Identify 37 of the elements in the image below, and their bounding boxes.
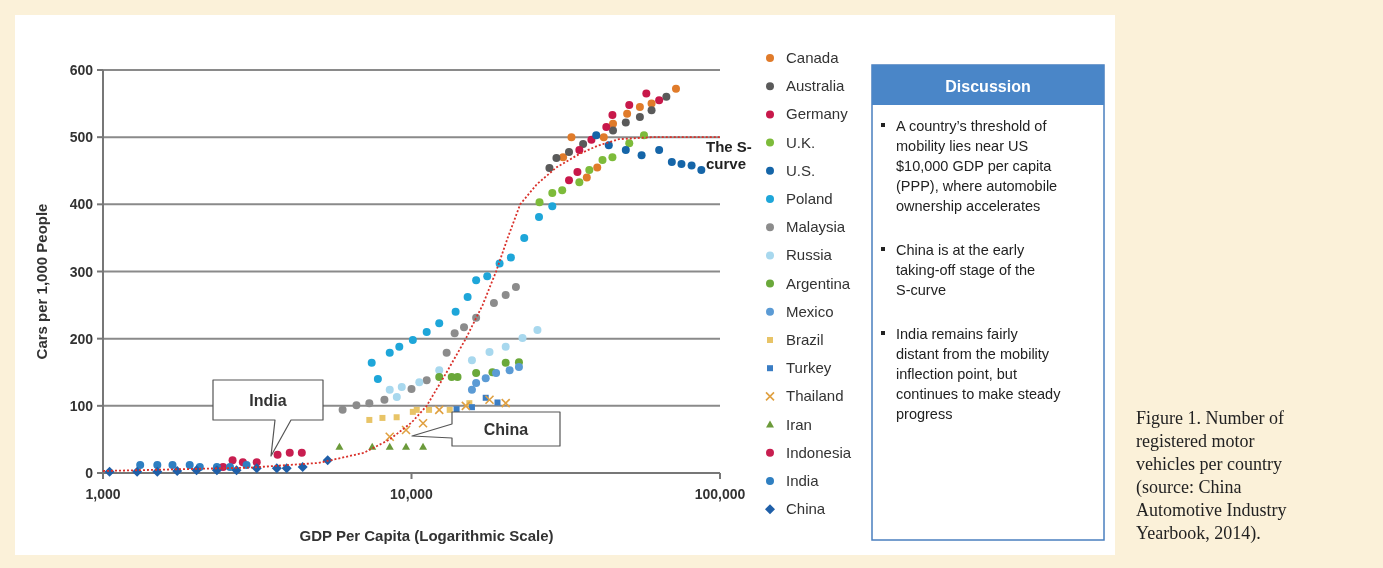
legend-label: Germany: [786, 105, 849, 123]
legend-label: Malaysia: [786, 218, 846, 236]
legend-label: U.S.: [786, 161, 816, 179]
legend-label: Argentina: [786, 274, 851, 292]
legend-label: Mexico: [786, 302, 834, 320]
x-tick-label: 10,000: [390, 486, 434, 502]
y-tick-label: 300: [69, 263, 94, 280]
text: Discussion: [945, 78, 1031, 95]
annotation: India: [249, 392, 287, 409]
x-axis-title: GDP Per Capita (Logarithmic Scale): [299, 527, 554, 544]
y-tick-label: 400: [69, 196, 94, 213]
legend-label: U.K.: [786, 133, 816, 151]
legend-label: Poland: [786, 190, 833, 207]
y-tick-label: 100: [69, 397, 94, 414]
text: A country’s threshold of mobility lies near US $10,000 GDP per capita (PPP), where automobile ownership accelerates: [896, 118, 1058, 214]
legend-label: Thailand: [786, 387, 844, 405]
x-tick-label: 1,000: [85, 486, 121, 502]
legend-label: Brazil: [786, 331, 824, 348]
y-tick-label: 0: [85, 465, 94, 481]
legend-label: Turkey: [786, 359, 832, 377]
legend-label: Indonesia: [786, 443, 852, 461]
text: India remains fairly distant from the mobility inflection point, but continues to make steady progress: [896, 326, 1062, 422]
series-label: The S-curve: [706, 138, 752, 173]
y-axis-title: Cars per 1,000 People: [33, 203, 50, 360]
legend-label: Canada: [786, 49, 840, 66]
y-tick-label: 200: [69, 330, 94, 347]
legend-label: Russia: [786, 246, 833, 264]
legend-label: Iran: [786, 415, 812, 433]
annotation: China: [483, 421, 529, 438]
text: China is at the early taking-off stage of the S-curve: [896, 242, 1036, 298]
legend-label: China: [786, 500, 826, 518]
caption: Figure 1. Number of registered motor vehicles per country (source: China Automotive Industry Yearbook, 2014).: [1136, 408, 1287, 544]
legend-label: Australia: [786, 77, 846, 95]
y-tick-label: 600: [69, 62, 94, 78]
y-tick-label: 500: [69, 129, 94, 146]
x-tick-label: 100,000: [694, 486, 746, 502]
legend-label: India: [786, 472, 820, 489]
